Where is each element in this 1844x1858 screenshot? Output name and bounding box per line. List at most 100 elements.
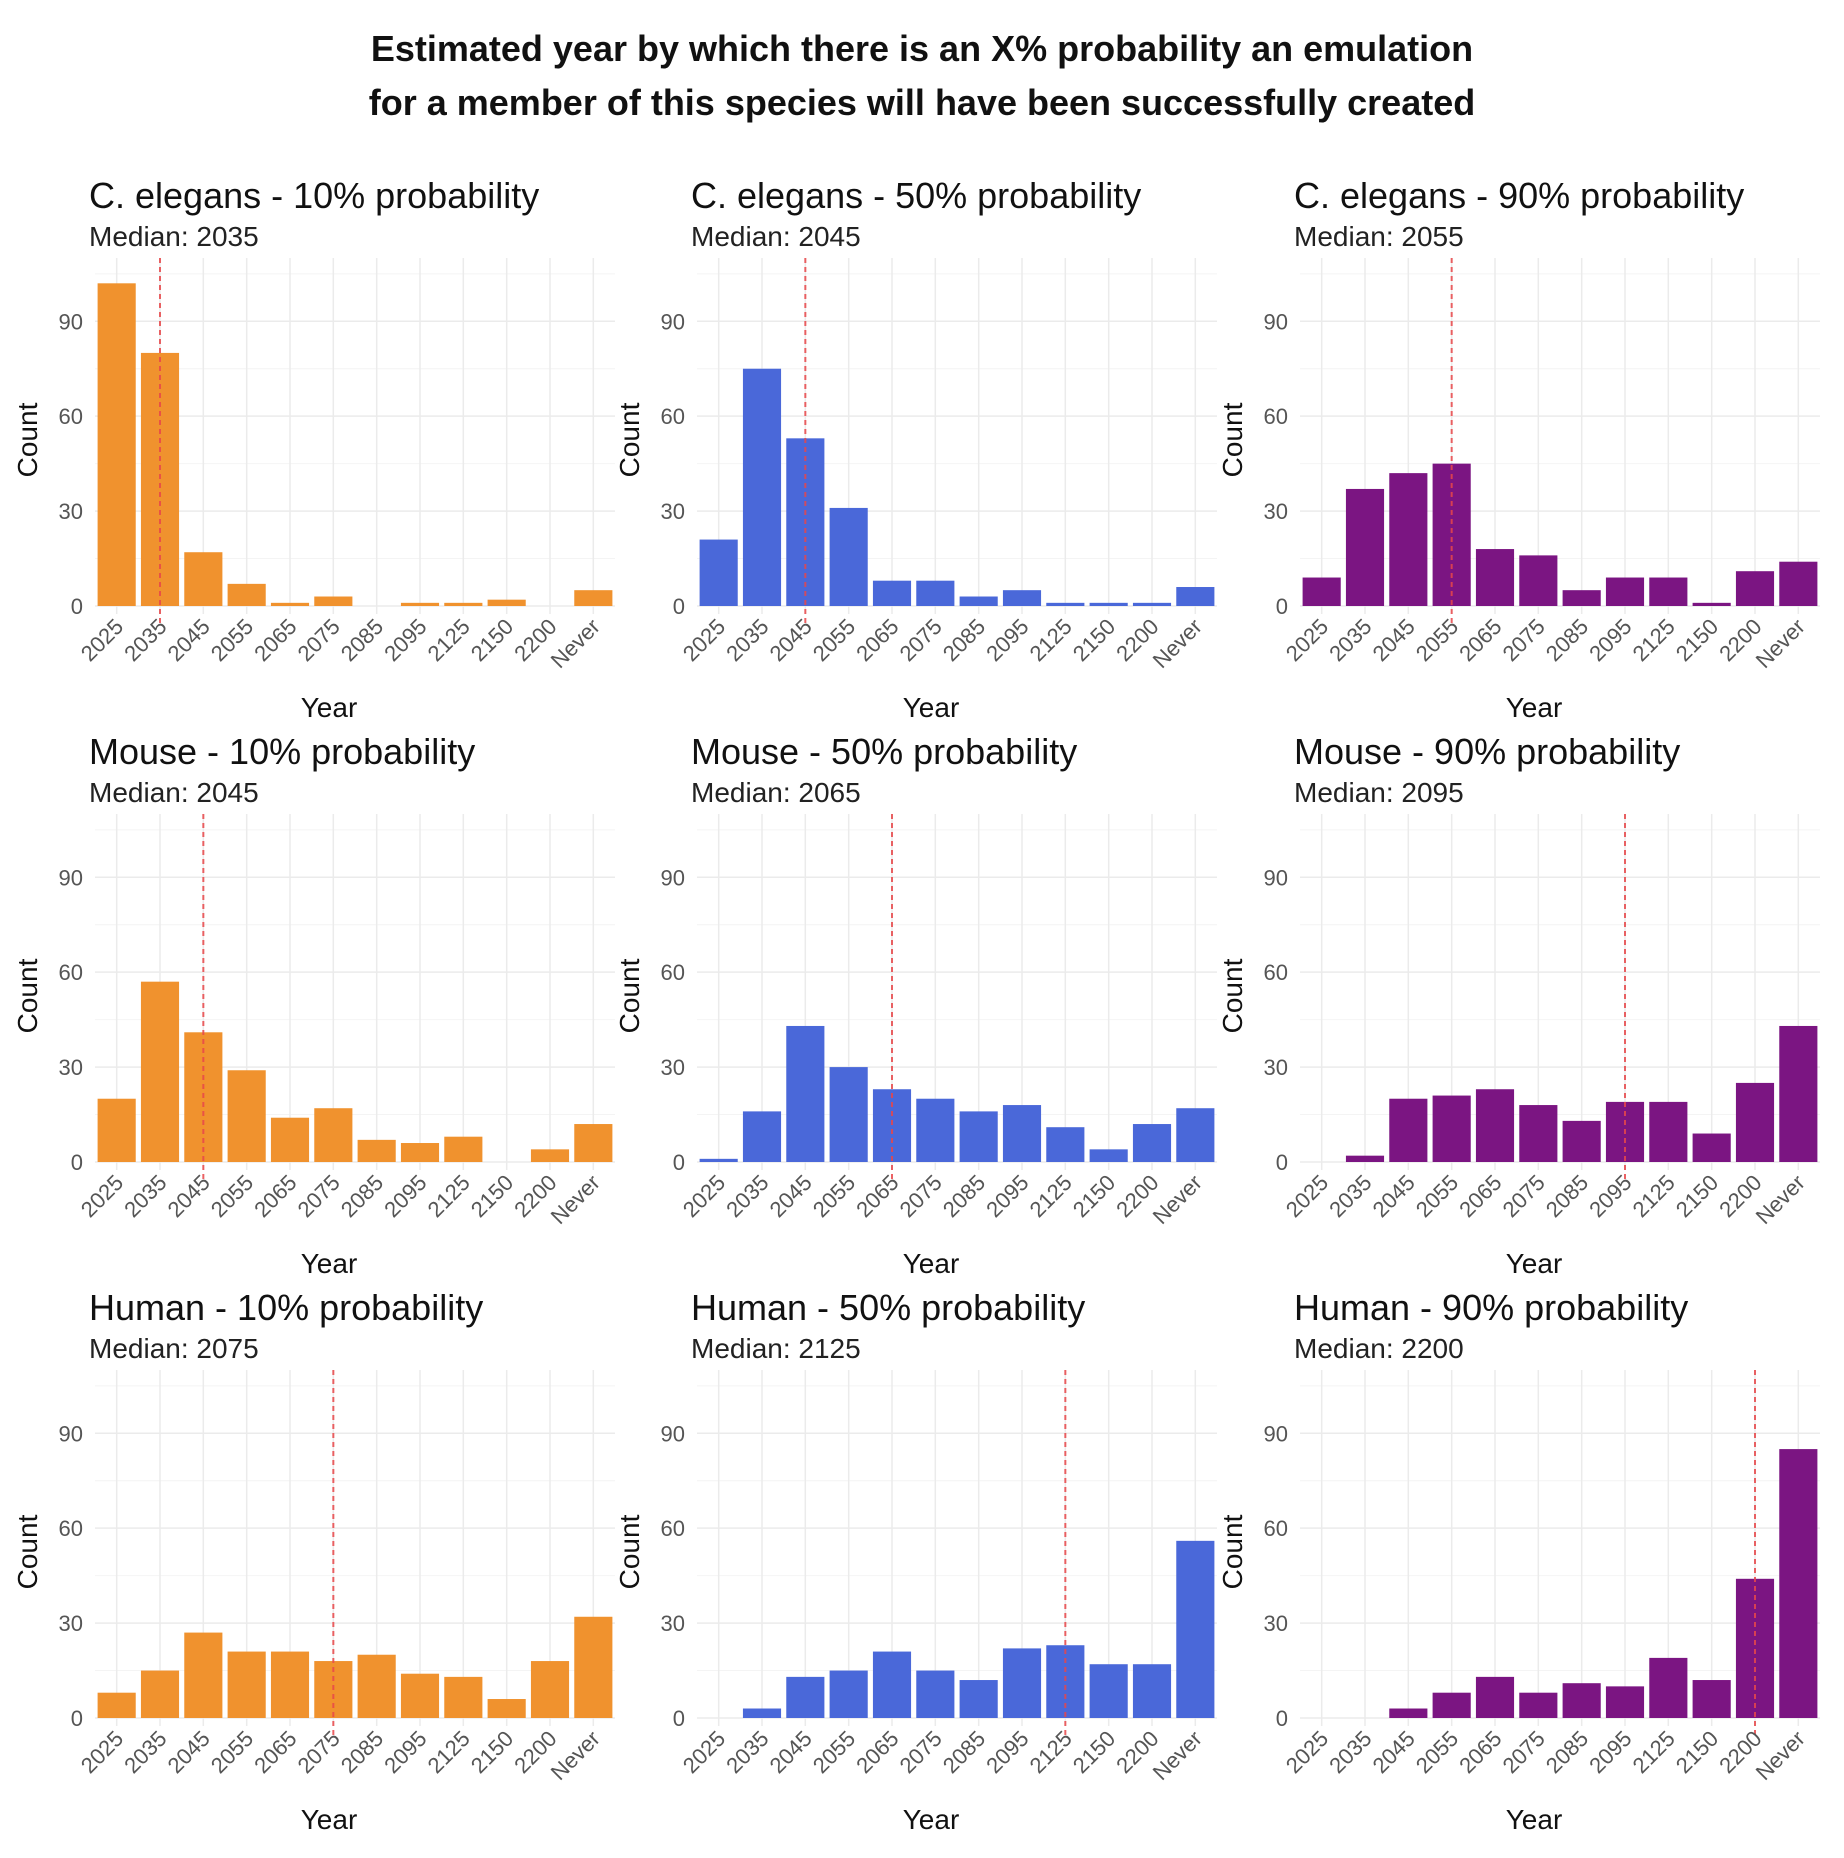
x-tick-label: 2150	[1671, 1170, 1723, 1222]
bar	[487, 1699, 526, 1718]
x-axis-label: Year	[1506, 1248, 1563, 1279]
bar	[184, 552, 223, 606]
panel-2: C. elegans - 90% probability Median: 2055…	[1217, 175, 1820, 723]
x-tick-label: 2085	[938, 614, 990, 666]
panel-subtitle: Median: 2055	[1294, 221, 1464, 252]
x-tick-label: 2095	[379, 1170, 431, 1222]
x-axis-label: Year	[301, 1248, 358, 1279]
x-tick-label: 2055	[206, 1726, 258, 1778]
x-tick-label: 2075	[895, 614, 947, 666]
x-tick-label: 2035	[721, 614, 773, 666]
x-tick-label: 2065	[1454, 1726, 1506, 1778]
x-axis-label: Year	[903, 692, 960, 723]
bar	[1176, 1108, 1215, 1162]
x-tick-label: 2025	[1281, 1726, 1333, 1778]
bar	[959, 1111, 998, 1162]
x-tick-label: 2055	[206, 1170, 258, 1222]
panel-title: Human - 50% probability	[691, 1287, 1085, 1328]
bar	[1605, 577, 1645, 606]
bar	[1475, 1089, 1515, 1162]
bar	[872, 580, 912, 606]
x-tick-label: 2125	[1025, 614, 1077, 666]
bar	[786, 1676, 825, 1718]
bar	[1132, 602, 1172, 606]
x-tick-label: 2055	[808, 1726, 860, 1778]
bar	[227, 1651, 266, 1718]
panel-title: Human - 90% probability	[1294, 1287, 1688, 1328]
x-tick-label: 2065	[851, 614, 903, 666]
panel-5: Mouse - 90% probability Median: 2095 0 30 60…	[1217, 731, 1820, 1279]
x-tick-label: 2095	[379, 1726, 431, 1778]
x-tick-label: 2025	[76, 1170, 128, 1222]
panel-title: Mouse - 90% probability	[1294, 731, 1680, 772]
x-tick-label: 2125	[1628, 1726, 1680, 1778]
x-tick-label: 2150	[1068, 1170, 1120, 1222]
y-tick-label: 0	[673, 594, 685, 619]
bar	[916, 1098, 955, 1162]
bar	[872, 1651, 912, 1718]
bar	[357, 1139, 396, 1162]
x-tick-label: 2045	[1368, 1726, 1420, 1778]
x-tick-label: 2075	[895, 1170, 947, 1222]
bar	[742, 1111, 782, 1162]
x-tick-label: 2085	[336, 1170, 388, 1222]
x-tick-label: 2085	[336, 1726, 388, 1778]
y-tick-label: 30	[59, 1055, 83, 1080]
x-axis-label: Year	[903, 1804, 960, 1835]
x-axis-label: Year	[301, 1804, 358, 1835]
y-tick-label: 90	[59, 309, 83, 334]
chart-title-line-1: Estimated year by which there is an X% p…	[370, 28, 1474, 69]
bar	[444, 602, 483, 606]
bar	[140, 981, 180, 1162]
y-tick-label: 60	[661, 1516, 685, 1541]
panel-title: C. elegans - 90% probability	[1294, 175, 1744, 216]
bar	[574, 590, 613, 606]
x-tick-label: 2125	[1025, 1726, 1077, 1778]
x-tick-label: 2055	[808, 614, 860, 666]
panel-subtitle: Median: 2075	[89, 1333, 259, 1364]
panel-subtitle: Median: 2045	[691, 221, 861, 252]
x-tick-label: 2125	[423, 614, 475, 666]
bar	[1519, 1105, 1558, 1162]
bar	[786, 1025, 825, 1162]
bar	[959, 596, 998, 606]
x-tick-label: 2035	[119, 1726, 171, 1778]
y-tick-label: 0	[1276, 594, 1288, 619]
bar	[1649, 1101, 1688, 1162]
bar	[742, 368, 782, 606]
y-tick-label: 0	[71, 594, 83, 619]
x-axis-label: Year	[1506, 1804, 1563, 1835]
bar	[1475, 549, 1515, 606]
x-tick-label: Never	[1751, 614, 1810, 673]
bar	[444, 1136, 483, 1162]
x-tick-label: 2055	[808, 1170, 860, 1222]
y-tick-label: 30	[661, 499, 685, 524]
x-tick-label: 2055	[206, 614, 258, 666]
x-tick-label: 2045	[163, 1726, 215, 1778]
x-tick-label: 2075	[293, 614, 345, 666]
bar	[742, 1708, 782, 1718]
x-tick-label: 2095	[981, 1726, 1033, 1778]
bar	[1649, 1657, 1688, 1718]
y-tick-label: 90	[661, 1421, 685, 1446]
x-tick-label: 2065	[851, 1170, 903, 1222]
bar	[1692, 602, 1731, 606]
y-tick-label: 0	[1276, 1150, 1288, 1175]
y-tick-label: 0	[673, 1150, 685, 1175]
bar	[140, 1670, 180, 1718]
y-tick-label: 90	[661, 309, 685, 334]
bar	[699, 539, 738, 606]
bar	[1089, 1149, 1128, 1162]
bar	[97, 283, 136, 606]
x-tick-label: 2075	[293, 1170, 345, 1222]
x-tick-label: 2045	[765, 1170, 817, 1222]
x-tick-label: Never	[1751, 1170, 1810, 1229]
bar	[270, 602, 310, 606]
y-tick-label: 60	[59, 1516, 83, 1541]
x-tick-label: 2085	[1541, 614, 1593, 666]
x-tick-label: 2025	[678, 1726, 730, 1778]
panel-title: Mouse - 50% probability	[691, 731, 1077, 772]
bar	[1345, 488, 1385, 606]
x-tick-label: 2125	[423, 1726, 475, 1778]
x-tick-label: 2150	[1671, 1726, 1723, 1778]
